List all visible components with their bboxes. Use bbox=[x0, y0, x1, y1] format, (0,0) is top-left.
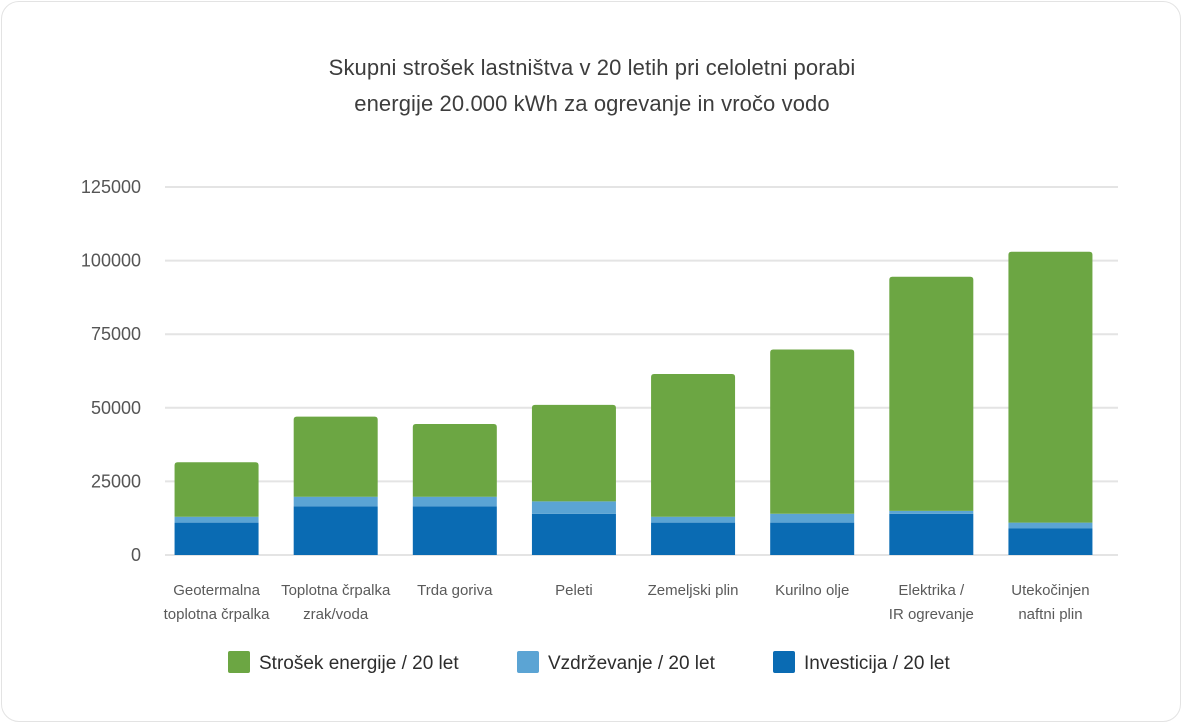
legend-label: Strošek energije / 20 let bbox=[259, 653, 459, 674]
x-category-label: Toplotna črpalka zrak/voda bbox=[281, 582, 391, 623]
y-tick-label: 0 bbox=[131, 545, 141, 565]
bar-stack bbox=[1008, 251, 1093, 555]
bar-segment-vzdrževanje bbox=[531, 501, 616, 514]
bar-stack bbox=[770, 349, 855, 555]
bar-segment-strošek bbox=[651, 373, 736, 517]
bar-segment-investicija bbox=[770, 522, 855, 555]
bar-stack bbox=[651, 373, 736, 555]
bar-segment-investicija bbox=[174, 522, 259, 555]
bar-segment-vzdrževanje bbox=[174, 516, 259, 523]
bar-segment-strošek bbox=[770, 349, 855, 514]
legend-swatch bbox=[517, 651, 539, 673]
bar-segment-investicija bbox=[293, 506, 378, 555]
x-category-label: Utekočinjen naftni plin bbox=[1011, 582, 1089, 623]
bar-segment-vzdrževanje bbox=[293, 496, 378, 507]
x-category-label: Geotermalna toplotna črpalka bbox=[164, 582, 271, 623]
legend-swatch bbox=[228, 651, 250, 673]
bar-segment-strošek bbox=[531, 404, 616, 502]
bar-stack bbox=[889, 276, 974, 555]
bar-segment-vzdrževanje bbox=[412, 496, 497, 507]
bar-segment-vzdrževanje bbox=[651, 516, 736, 523]
chart-title-line-2: energije 20.000 kWh za ogrevanje in vroč… bbox=[354, 91, 830, 116]
y-tick-label: 75000 bbox=[91, 324, 141, 344]
bar-segment-investicija bbox=[889, 513, 974, 555]
bar-segment-vzdrževanje bbox=[1008, 522, 1093, 529]
y-tick-label: 100000 bbox=[81, 251, 141, 271]
legend: Strošek energije / 20 let Vzdrževanje / 2… bbox=[228, 651, 950, 674]
y-tick-label: 50000 bbox=[91, 398, 141, 418]
bar-segment-strošek bbox=[412, 423, 497, 497]
x-category-label: Kurilno olje bbox=[775, 582, 849, 599]
bar-stack bbox=[531, 404, 616, 555]
legend-swatch bbox=[773, 651, 795, 673]
chart-title: Skupni strošek lastništva v 20 letih pri… bbox=[0, 50, 1184, 122]
bar-stack bbox=[293, 416, 378, 555]
y-axis: 0 25000 50000 75000 100000 125000 bbox=[81, 177, 141, 565]
x-category-label: Elektrika / IR ogrevanje bbox=[889, 582, 974, 623]
chart-title-line-1: Skupni strošek lastništva v 20 letih pri… bbox=[328, 55, 856, 80]
legend-item: Investicija / 20 let bbox=[773, 651, 950, 674]
bar-segment-investicija bbox=[412, 506, 497, 555]
bar-segment-strošek bbox=[293, 416, 378, 497]
bar-segment-strošek bbox=[889, 276, 974, 511]
y-tick-label: 125000 bbox=[81, 177, 141, 197]
y-tick-label: 25000 bbox=[91, 471, 141, 491]
x-category-label: Zemeljski plin bbox=[648, 582, 739, 599]
bar-segment-investicija bbox=[531, 513, 616, 555]
bar-stack bbox=[174, 462, 259, 555]
legend-label: Investicija / 20 let bbox=[804, 653, 950, 674]
x-category-label: Peleti bbox=[555, 582, 593, 599]
bar-segment-vzdrževanje bbox=[889, 510, 974, 514]
bar-segment-strošek bbox=[174, 462, 259, 517]
bar-segment-investicija bbox=[651, 522, 736, 555]
legend-label: Vzdrževanje / 20 let bbox=[548, 653, 716, 674]
bar-segment-strošek bbox=[1008, 251, 1093, 523]
legend-item: Vzdrževanje / 20 let bbox=[517, 651, 716, 674]
bar-stack bbox=[412, 423, 497, 555]
bars bbox=[174, 251, 1093, 555]
bar-segment-vzdrževanje bbox=[770, 513, 855, 523]
x-category-label: Trda goriva bbox=[417, 582, 493, 599]
legend-item: Strošek energije / 20 let bbox=[228, 651, 459, 674]
bar-segment-investicija bbox=[1008, 528, 1093, 555]
